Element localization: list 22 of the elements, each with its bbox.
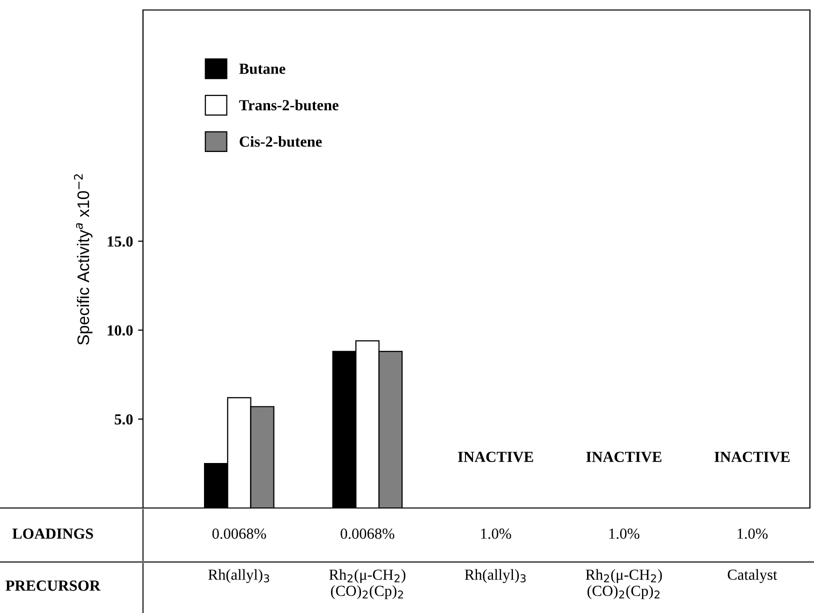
x-tick-label: Catalyst (728, 569, 778, 584)
y-tick-label: 10.0 (108, 325, 133, 336)
text: 1.0% (738, 528, 768, 539)
annotation: INACTIVE (458, 452, 534, 462)
y-axis-title: Specific Activity$^{a}$ x10$^{−2}$ (74, 174, 92, 345)
text: PRECURSOR (6, 580, 101, 591)
text: LOADINGS (12, 528, 94, 539)
x-tick-label: Rh(allyl)$_{3}$ (464, 569, 526, 584)
y-tick-label: 15.0 (108, 236, 133, 247)
annotation: INACTIVE (586, 452, 662, 462)
annotation: INACTIVE (714, 452, 790, 462)
category-label: Rh$_{2}$(μ-CH$_{2}$) (CO)$_{2}$(Cp)$_{2}$ (586, 569, 662, 600)
category-label: Rh$_{2}$(μ-CH$_{2}$) (CO)$_{2}$(Cp)$_{2}$ (329, 569, 406, 600)
legend-label: Butane (239, 64, 286, 74)
text: 0.0068% (340, 528, 394, 539)
legend-label: Trans-2-butene (239, 100, 338, 110)
x-tick-label: Rh(allyl)$_{3}$ (208, 569, 270, 584)
text: 1.0% (481, 528, 512, 539)
legend-label: Cis-2-butene (240, 136, 322, 147)
text: 0.0068% (212, 528, 266, 539)
y-tick-label: 5.0 (114, 414, 133, 425)
text: 1.0% (609, 528, 640, 539)
